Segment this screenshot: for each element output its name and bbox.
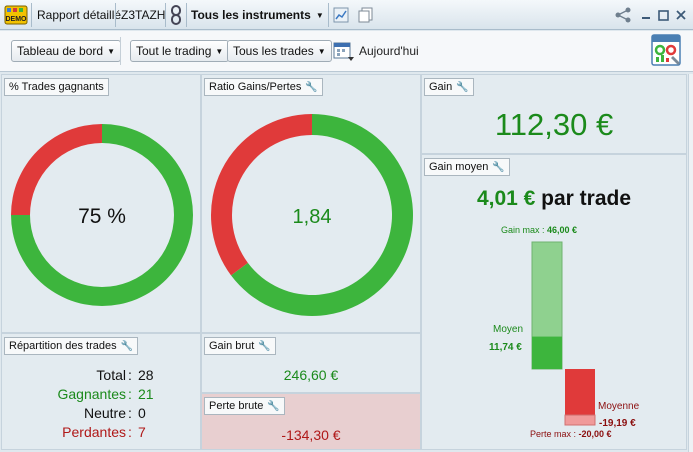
ratio-title-text: Ratio Gains/Pertes [209,81,302,93]
account-label: Z3TAZH [121,8,166,22]
winners-label: Gagnantes [57,386,127,402]
win-rate-value: 75 % [78,205,126,228]
list-item: Gagnantes : 21 [2,385,200,404]
avg-gain-title: Gain moyen 🔧 [424,158,510,176]
instruments-label: Tous les instruments [191,8,311,22]
losers-value: 7 [138,424,146,440]
list-item: Perdantes : 7 [2,423,200,442]
report-settings-icon[interactable] [651,33,683,68]
instruments-dropdown[interactable]: Tous les instruments ▼ [191,0,324,30]
gross-loss-value: -134,30 € [281,427,341,443]
dashboard-dropdown[interactable]: Tableau de bord ▼ [11,40,121,62]
gross-loss-title-text: Perte brute [209,400,264,412]
win-rate-donut: 75 % [11,124,194,307]
breakdown-title-text: Répartition des trades [9,340,117,352]
avg-gain-panel: Gain moyen 🔧 4,01 € par trade Gain max :… [421,154,687,450]
report-title: Rapport détaillé [37,8,122,22]
demo-badge-text: DEMO [6,16,28,23]
gain-value: 112,30 € [494,107,614,142]
chevron-down-icon: ▼ [107,46,115,56]
title-bar: DEMO Rapport détaillé Z3TAZH Tous les in… [0,0,693,30]
breakdown-title: Répartition des trades 🔧 [4,337,139,355]
date-selector[interactable]: Aujourd'hui [333,39,419,63]
gain-max-label-row: Gain max : 46,00 € [501,225,577,235]
losers-label: Perdantes [62,424,126,440]
wrench-icon[interactable]: 🔧 [258,340,271,352]
share-icon[interactable] [613,6,633,24]
per-trade-value: 4,01 € [476,187,536,210]
avg-gain-value: 11,74 € [489,342,522,353]
trades-label: Tous les trades [233,44,314,58]
chain-link-icon[interactable] [170,5,182,25]
avg-gain-title-text: Gain moyen [429,161,489,173]
avg-loss-label: Moyenne [598,401,640,412]
win-rate-loss-slice [11,124,102,215]
ratio-value: 1,84 [293,206,332,228]
loss-max-bar [564,414,596,426]
chevron-down-icon: ▼ [315,10,324,20]
gross-gain-value: 246,60 € [283,367,339,383]
trading-dropdown[interactable]: Tout le trading ▼ [130,40,230,62]
avg-loss-value: -19,19 € [599,418,636,429]
chevron-down-icon: ▼ [215,46,224,56]
per-trade-suffix: par trade [541,187,632,210]
win-rate-panel: % Trades gagnants 75 % [1,74,201,333]
dashboard-label: Tableau de bord [17,44,104,58]
maximize-icon[interactable] [655,7,671,23]
breakdown-panel: Répartition des trades 🔧 Total : 28 Gagn… [1,333,201,450]
ratio-donut: 1,84 [211,114,413,316]
breakdown-list: Total : 28 Gagnantes : 21 Neutre : 0 Per… [2,366,200,442]
total-label: Total [96,367,126,383]
winners-value: 21 [138,386,154,402]
ratio-loss-slice [211,114,312,276]
wrench-icon[interactable]: 🔧 [305,81,318,93]
wrench-icon[interactable]: 🔧 [456,81,469,93]
close-icon[interactable] [673,7,689,23]
avg-gain-label: Moyen [493,324,524,335]
ratio-panel: Ratio Gains/Pertes 🔧 1,84 [201,74,421,333]
gross-gain-title: Gain brut 🔧 [204,337,276,355]
avg-gain-bar [532,336,562,369]
date-label: Aujourd'hui [359,44,419,58]
loss-max-label-row: Perte max : -20,00 € [530,429,612,439]
gross-loss-title: Perte brute 🔧 [204,397,285,415]
gross-loss-panel: Perte brute 🔧 -134,30 € [201,393,421,450]
wrench-icon[interactable]: 🔧 [120,340,134,352]
trades-dropdown[interactable]: Tous les trades ▼ [227,40,332,62]
per-trade-line: 4,01 € par trade [422,187,686,211]
list-item: Total : 28 [2,366,200,385]
ratio-title: Ratio Gains/Pertes 🔧 [204,78,323,96]
gain-panel: Gain 🔧 112,30 € [421,74,687,154]
scroll-edge [688,74,693,452]
toolbar: Tableau de bord ▼ Tout le trading ▼ Tous… [0,31,693,72]
neutral-label: Neutre [83,405,126,421]
avg-gain-bars [531,241,596,426]
win-rate-title: % Trades gagnants [4,78,109,96]
demo-badge-icon: DEMO [4,5,28,25]
neutral-value: 0 [138,405,146,421]
gross-gain-panel: Gain brut 🔧 246,60 € [201,333,421,393]
wrench-icon[interactable]: 🔧 [267,400,280,412]
list-item: Neutre : 0 [2,404,200,423]
gain-title-text: Gain [429,81,453,93]
loss-max-value: -20,00 € [578,429,612,439]
gain-title: Gain 🔧 [424,78,474,96]
copy-icon[interactable] [358,7,374,23]
calendar-icon [333,42,354,61]
avg-loss-bar [565,369,595,416]
gain-max-label: Gain max : [501,225,545,235]
loss-max-label: Perte max : [530,429,577,439]
trading-label: Tout le trading [136,44,212,58]
chevron-down-icon: ▼ [317,46,326,56]
win-rate-title-text: % Trades gagnants [9,81,104,93]
minimize-icon[interactable] [638,7,654,23]
gain-max-value: 46,00 € [547,225,578,235]
gross-gain-title-text: Gain brut [209,340,255,352]
wrench-icon[interactable]: 🔧 [492,161,505,173]
total-value: 28 [138,367,154,383]
chart-icon[interactable] [333,7,349,23]
